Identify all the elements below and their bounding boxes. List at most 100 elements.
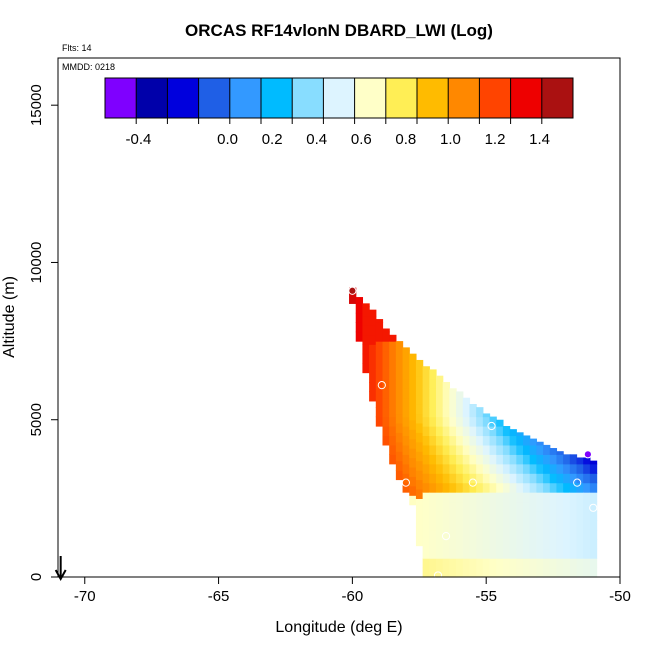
heatmap-cell — [502, 463, 511, 474]
heatmap-cell — [442, 454, 450, 465]
heatmap-cell — [422, 454, 430, 465]
heatmap-cell — [375, 369, 384, 380]
heatmap-cell — [502, 558, 511, 569]
y-tick-label: 0 — [28, 573, 45, 581]
heatmap-cell — [516, 444, 524, 455]
heatmap-cell — [449, 510, 457, 521]
heatmap-cell — [563, 558, 571, 569]
heatmap-cell — [429, 529, 437, 540]
heatmap-cell — [415, 479, 424, 490]
heatmap-cell — [482, 482, 491, 493]
heatmap-cell — [402, 407, 410, 418]
heatmap-cell — [496, 454, 504, 465]
heatmap-cell — [436, 482, 444, 493]
heatmap-cell — [442, 381, 450, 389]
heatmap-cell — [476, 435, 484, 446]
heatmap-cell — [429, 501, 437, 512]
plot-frame — [57, 57, 621, 578]
heatmap-cell — [389, 378, 397, 389]
heatmap-cell — [442, 407, 450, 418]
heatmap-cell — [415, 366, 424, 377]
heatmap-cell — [469, 463, 477, 474]
colorbar-tick-label: 1.2 — [485, 131, 506, 148]
heatmap-cell — [395, 394, 404, 405]
heatmap-cell — [469, 510, 477, 521]
colorbar-swatch — [229, 78, 262, 118]
heatmap-cell — [415, 470, 424, 481]
heatmap-cell — [543, 567, 551, 578]
heatmap-cell — [502, 529, 511, 540]
heatmap-cell — [489, 454, 497, 465]
heatmap-cell — [509, 444, 517, 455]
heatmap-cell — [549, 454, 558, 465]
heatmap-cell — [522, 529, 531, 540]
heatmap-cell — [436, 501, 444, 512]
heatmap-cell — [589, 567, 598, 578]
heatmap-cell — [576, 567, 584, 578]
heatmap-cell — [375, 322, 384, 333]
heatmap-cell — [536, 558, 544, 569]
heatmap-cell — [496, 426, 504, 437]
heatmap-cell — [349, 293, 357, 304]
heatmap-cell — [576, 558, 584, 569]
heatmap-cell — [476, 492, 484, 503]
flight-marker — [441, 532, 451, 541]
heatmap-cell — [429, 444, 437, 455]
heatmap-cell — [569, 501, 578, 512]
heatmap-cell — [522, 520, 531, 531]
heatmap-cell — [516, 501, 524, 512]
heatmap-cell — [436, 473, 444, 484]
heatmap-cell — [549, 482, 558, 493]
heatmap-cell — [442, 539, 450, 550]
heatmap-cell — [375, 350, 384, 361]
heatmap-cell — [422, 397, 430, 408]
heatmap-cell — [382, 331, 390, 342]
heatmap-cell — [509, 558, 517, 569]
heatmap-cell — [389, 416, 397, 427]
heatmap-cell — [476, 558, 484, 569]
heatmap-cell — [382, 378, 390, 389]
heatmap-cell — [456, 567, 464, 578]
heatmap-cell — [482, 416, 491, 427]
heatmap-cell — [536, 492, 544, 503]
heatmap-cell — [389, 334, 397, 342]
heatmap-cell — [563, 463, 571, 474]
heatmap-cell — [516, 520, 524, 531]
heatmap-cell — [469, 529, 477, 540]
heatmap-cell — [476, 539, 484, 550]
heatmap-cell — [543, 444, 551, 455]
heatmap-cell — [369, 344, 377, 355]
flight-marker — [401, 478, 410, 487]
heatmap-cell — [415, 498, 424, 509]
heatmap-cell — [402, 463, 410, 474]
heatmap-cell — [549, 548, 558, 559]
heatmap-cell — [476, 473, 484, 484]
heatmap-cell — [482, 463, 491, 474]
heatmap-cell — [436, 520, 444, 531]
heatmap-cell — [482, 520, 491, 531]
heatmap-cell — [429, 397, 437, 408]
heatmap-cell — [563, 473, 571, 484]
heatmap-cell — [436, 463, 444, 474]
heatmap-cell — [389, 359, 397, 370]
heatmap-cell — [489, 482, 497, 493]
heatmap-cell — [422, 416, 430, 427]
heatmap-cell — [469, 539, 477, 550]
heatmap-cell — [449, 435, 457, 446]
heatmap-cell — [409, 391, 417, 402]
colorbar-border — [104, 77, 574, 119]
heatmap-cell — [516, 567, 524, 578]
heatmap-cell — [589, 529, 598, 540]
heatmap-cell — [563, 548, 571, 559]
heatmap-cell — [589, 510, 598, 521]
heatmap-cell — [402, 444, 410, 455]
heatmap-cell — [456, 473, 464, 484]
heatmap-cell — [556, 529, 564, 540]
heatmap-cell — [549, 567, 558, 578]
heatmap-cell — [476, 416, 484, 427]
heatmap-cell — [449, 473, 457, 484]
heatmap-cell — [563, 520, 571, 531]
heatmap-cell — [429, 388, 437, 399]
heatmap-cell — [449, 558, 457, 569]
heatmap-cell — [409, 485, 417, 496]
